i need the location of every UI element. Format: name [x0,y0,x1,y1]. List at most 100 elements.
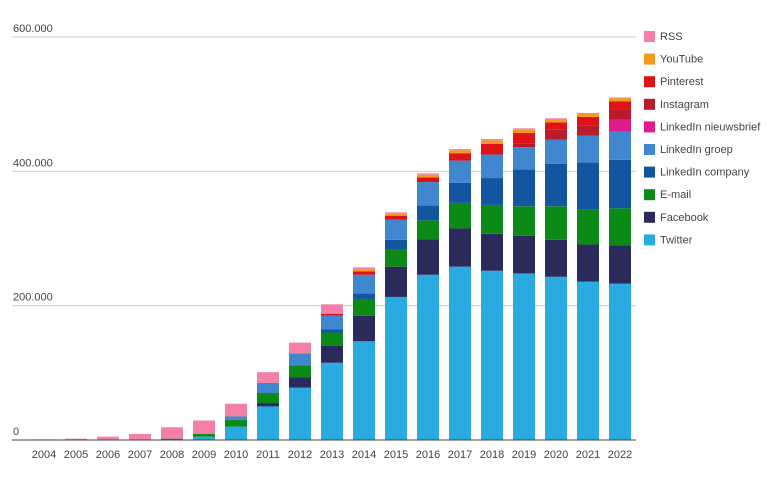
bar-segment-youtube [449,150,471,154]
bar-segment-pinterest [321,313,343,316]
bar-segment-e-mail [321,332,343,346]
bar-segment-facebook [513,235,535,274]
bar-segment-youtube [513,129,535,134]
x-tick-label: 2022 [608,449,632,461]
legend-swatch [644,76,655,88]
bar-segment-linkedin-groep [609,131,631,160]
bar-segment-linkedin-company [385,239,407,250]
y-tick-label: 400.000 [13,157,53,169]
legend-label: YouTube [660,54,703,66]
x-tick-label: 2016 [416,449,440,461]
bar-segment-rss [417,173,439,175]
legend-swatch [644,166,655,178]
bar-segment-e-mail [481,204,503,234]
bar-segment-rss [161,427,183,439]
bar-segment-pinterest [353,271,375,275]
bar-segment-twitter [289,387,311,440]
bar-segment-twitter [609,283,631,440]
bar-segment-linkedin-groep [577,135,599,163]
bar-segment-rss [97,436,119,440]
y-tick-label: 200.000 [13,292,53,304]
bar-segment-rss [257,372,279,383]
bar-segment-rss [577,112,599,114]
bar-segment-linkedin-nieuwsbrief [609,119,631,132]
bar-segment-linkedin-company [545,163,567,207]
legend-swatch [644,53,655,65]
legend-item: LinkedIn groep [644,144,733,156]
legend-swatch [644,98,655,110]
x-tick-label: 2018 [480,449,504,461]
bar-segment-twitter [353,341,375,440]
bar-segment-e-mail [545,206,567,240]
bar-segment-rss [449,149,471,151]
bar-segment-e-mail [225,419,247,427]
legend-label: Facebook [660,212,709,224]
bar-segment-twitter [449,266,471,440]
bar-segment-rss [321,304,343,314]
legend-label: LinkedIn groep [660,144,733,156]
legend-label: LinkedIn company [660,167,750,179]
bar-segment-facebook [257,403,279,407]
bar-segment-linkedin-company [353,293,375,299]
legend-item: Pinterest [644,76,703,88]
legend-item: E-mail [644,189,691,201]
bar-segment-facebook [481,233,503,271]
bar-segment-twitter [545,276,567,440]
y-tick-label: 600.000 [13,23,53,35]
bar-segment-linkedin-groep [225,416,247,420]
legend-label: LinkedIn nieuwsbrief [660,121,761,133]
bar-segment-rss [225,403,247,417]
bar-segment-linkedin-company [321,329,343,333]
legend-item: Facebook [644,211,709,224]
x-tick-label: 2015 [384,449,408,461]
x-tick-label: 2011 [256,449,280,461]
legend-swatch [644,211,655,223]
x-tick-label: 2014 [352,449,376,461]
bar-segment-linkedin-groep [545,139,567,164]
bars [33,97,631,440]
bar-segment-pinterest [417,177,439,183]
bar-segment-e-mail [609,208,631,246]
x-tick-label: 2013 [320,449,344,461]
bar-segment-pinterest [513,133,535,144]
bar-segment-youtube [609,98,631,102]
legend-swatch [644,189,655,201]
bar-segment-youtube [385,213,407,216]
bar-segment-e-mail [353,298,375,316]
bar-segment-facebook [609,245,631,284]
bar-segment-linkedin-groep [481,154,503,179]
x-tick-label: 2007 [128,449,152,461]
bar-segment-e-mail [449,202,471,229]
bar-segment-linkedin-company [577,162,599,210]
bar-segment-youtube [353,269,375,272]
legend-swatch [644,31,655,42]
x-tick-label: 2017 [448,449,472,461]
legend-item: RSS [644,31,683,43]
bar-segment-twitter [577,281,599,440]
bar-segment-e-mail [417,220,439,240]
bar-segment-twitter [481,270,503,440]
x-tick-label: 2008 [160,449,184,461]
x-tick-label: 2004 [32,449,56,461]
bar-segment-facebook [321,345,343,363]
bar-segment-rss [193,420,215,434]
x-tick-label: 2019 [512,449,536,461]
bar-segment-rss [481,139,503,141]
bar-segment-linkedin-groep [257,382,279,393]
bar-segment-rss [545,118,567,119]
x-tick-label: 2006 [96,449,120,461]
x-tick-label: 2012 [288,449,312,461]
bar-segment-e-mail [257,392,279,404]
bar-segment-facebook [289,377,311,388]
legend: RSS YouTube Pinterest Instagram LinkedIn nie… [644,31,761,246]
bar-segment-linkedin-groep [449,160,471,183]
x-tick-label: 2020 [544,449,568,461]
bar-segment-linkedin-company [609,159,631,209]
bar-segment-facebook [545,239,567,277]
x-tick-label: 2009 [192,449,216,461]
bar-segment-rss [289,342,311,354]
bar-segment-facebook [449,228,471,267]
bar-segment-youtube [577,113,599,117]
